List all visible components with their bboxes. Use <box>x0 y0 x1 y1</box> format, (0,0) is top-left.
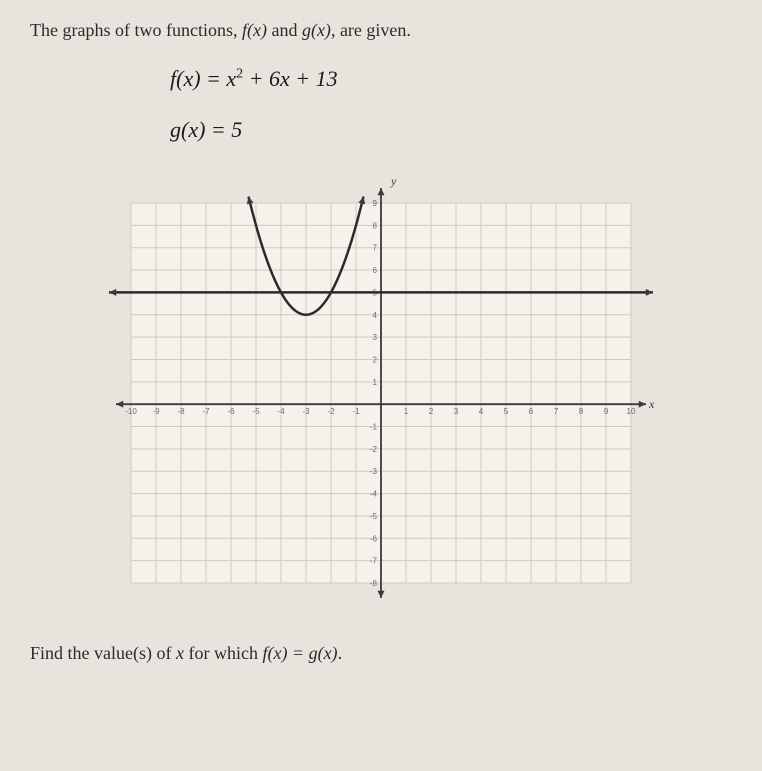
q-mid: for which <box>184 643 262 663</box>
equation-g: g(x) = 5 <box>170 117 732 143</box>
svg-text:-6: -6 <box>370 534 378 543</box>
intro-suffix: , are given. <box>331 20 411 40</box>
svg-text:7: 7 <box>373 244 378 253</box>
svg-text:-2: -2 <box>327 407 335 416</box>
svg-text:-6: -6 <box>227 407 235 416</box>
svg-text:-9: -9 <box>152 407 160 416</box>
svg-text:10: 10 <box>627 407 636 416</box>
svg-text:4: 4 <box>479 407 484 416</box>
svg-text:y: y <box>390 174 397 188</box>
svg-text:4: 4 <box>373 311 378 320</box>
svg-text:9: 9 <box>604 407 609 416</box>
equations-block: f(x) = x2 + 6x + 13 g(x) = 5 <box>170 66 732 143</box>
svg-text:9: 9 <box>373 199 378 208</box>
svg-text:-3: -3 <box>370 467 378 476</box>
f-text: f(x) = x2 + 6x + 13 <box>170 66 338 91</box>
svg-text:2: 2 <box>373 355 378 364</box>
svg-text:-7: -7 <box>370 557 378 566</box>
svg-text:-8: -8 <box>370 579 378 588</box>
svg-text:-3: -3 <box>302 407 310 416</box>
svg-text:1: 1 <box>373 378 378 387</box>
svg-text:-10: -10 <box>125 407 137 416</box>
svg-text:-4: -4 <box>370 490 378 499</box>
svg-text:-8: -8 <box>177 407 185 416</box>
intro-mid: and <box>267 20 302 40</box>
svg-text:6: 6 <box>373 266 378 275</box>
g-text: g(x) = 5 <box>170 117 242 142</box>
svg-text:-5: -5 <box>252 407 260 416</box>
svg-text:5: 5 <box>504 407 509 416</box>
coordinate-graph: -10 -9 -8 -7 -6 -5 -4 -3 -2 -1 1 2 3 4 5 6 7 8 9 10 -8 -7 -6 -5… <box>101 173 661 613</box>
svg-text:2: 2 <box>429 407 434 416</box>
svg-text:7: 7 <box>554 407 559 416</box>
svg-text:3: 3 <box>454 407 459 416</box>
g-label: g(x) <box>302 20 331 40</box>
svg-text:-1: -1 <box>370 423 378 432</box>
svg-text:3: 3 <box>373 333 378 342</box>
intro-prefix: The graphs of two functions, <box>30 20 242 40</box>
svg-text:x: x <box>648 397 655 411</box>
svg-text:-7: -7 <box>202 407 210 416</box>
svg-text:-5: -5 <box>370 512 378 521</box>
graph-container: -10 -9 -8 -7 -6 -5 -4 -3 -2 -1 1 2 3 4 5 6 7 8 9 10 -8 -7 -6 -5… <box>30 173 732 613</box>
f-label: f(x) <box>242 20 267 40</box>
svg-text:6: 6 <box>529 407 534 416</box>
svg-text:1: 1 <box>404 407 409 416</box>
svg-text:-1: -1 <box>352 407 360 416</box>
q-suffix: . <box>338 643 343 663</box>
svg-text:8: 8 <box>373 221 378 230</box>
svg-text:-4: -4 <box>277 407 285 416</box>
svg-text:-2: -2 <box>370 445 378 454</box>
q-var: x <box>176 643 184 663</box>
q-prefix: Find the value(s) of <box>30 643 176 663</box>
equation-f: f(x) = x2 + 6x + 13 <box>170 66 732 92</box>
svg-text:8: 8 <box>579 407 584 416</box>
question: Find the value(s) of x for which f(x) = … <box>30 643 732 664</box>
problem-intro: The graphs of two functions, f(x) and g(… <box>30 20 732 41</box>
q-eq: f(x) = g(x) <box>262 643 337 663</box>
